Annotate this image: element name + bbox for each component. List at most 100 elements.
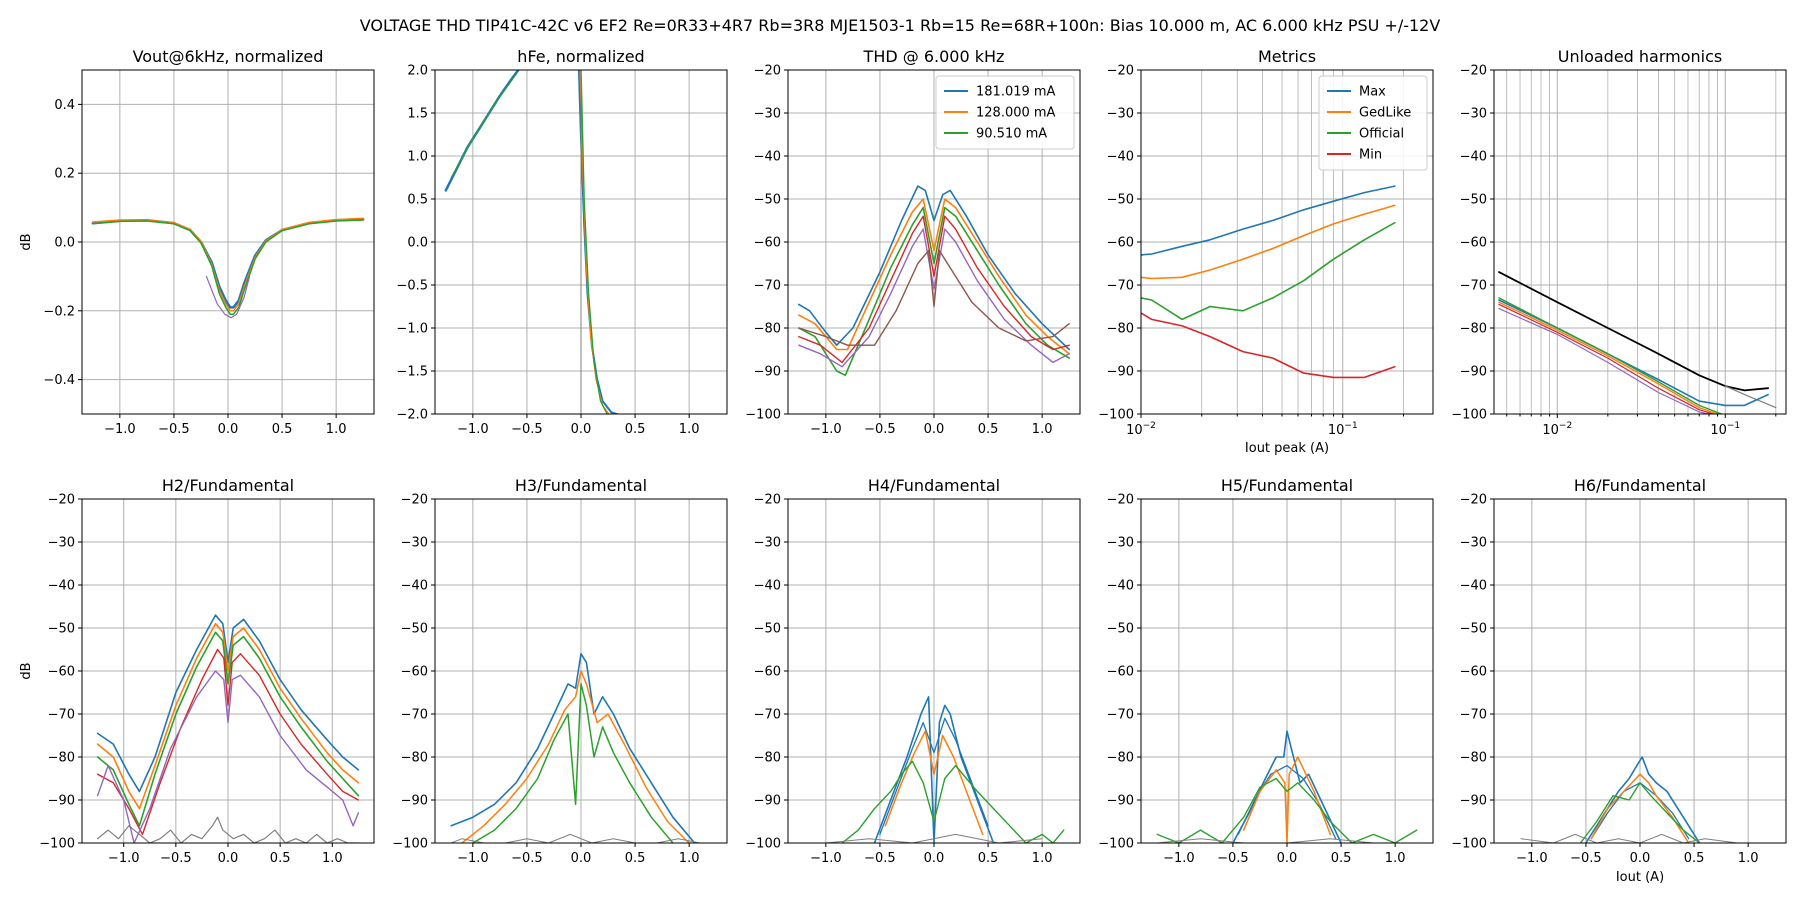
y-tick-label: 0.2: [54, 167, 75, 182]
series-line-orange: [884, 730, 984, 836]
y-tick-label: −30: [401, 536, 428, 551]
series-group: [444, 70, 621, 414]
x-tick-label: 0.0: [218, 851, 239, 866]
series-line-red: [798, 215, 1070, 364]
y-tick-label: −20: [754, 64, 781, 79]
x-axis-label: Iout (A): [1616, 870, 1664, 885]
x-tick-label: 0.0: [571, 422, 592, 437]
y-tick-label: −30: [754, 107, 781, 122]
y-tick-label: −80: [401, 751, 428, 766]
y-tick-label: 0.5: [407, 193, 428, 208]
y-tick-label: −80: [754, 322, 781, 337]
x-tick-label: −0.5: [160, 851, 192, 866]
y-tick-label: −80: [1460, 751, 1487, 766]
x-tick-label: 0.5: [625, 851, 646, 866]
y-tick-label: −30: [48, 536, 75, 551]
y-tick-label: −50: [1107, 193, 1134, 208]
figure-suptitle: VOLTAGE THD TIP41C-42C v6 EF2 Re=0R33+4R…: [360, 16, 1441, 35]
series-line-green: [472, 683, 674, 843]
y-tick-label: −40: [754, 150, 781, 165]
subplot-h6: −1.0 −0.5 0.0 0.5 1.0 −100 −90 −80 −70 −60 −50 −40 −…: [1451, 476, 1787, 885]
x-tick-label: 0.0: [571, 851, 592, 866]
subplot-title: H3/Fundamental: [515, 476, 647, 495]
y-tick-label: −20: [1460, 64, 1487, 79]
y-tick-label: −40: [1460, 579, 1487, 594]
ticks: −1.0 −0.5 0.0 0.5 1.0 −100 −90 −80 −70 −60 −50 −40 −…: [745, 493, 1052, 867]
series-line-orange: [96, 622, 360, 810]
y-tick-label: −70: [754, 708, 781, 723]
y-tick-label: 1.0: [407, 150, 428, 165]
series-line-gray: [1520, 833, 1760, 843]
x-tick-label: 1.0: [1032, 851, 1053, 866]
y-tick-label: −100: [1451, 408, 1487, 423]
grid: [82, 498, 374, 844]
subplot-title: H5/Fundamental: [1221, 476, 1353, 495]
series-group: [1498, 271, 1777, 414]
series-group: [91, 217, 365, 319]
series-line-blue: [450, 652, 696, 843]
y-tick-label: −60: [754, 236, 781, 251]
y-tick-label: −50: [48, 622, 75, 637]
y-tick-label: −40: [1107, 150, 1134, 165]
series-line-blue: [444, 70, 520, 192]
legend-label: Official: [1359, 127, 1404, 142]
x-tick-label: −0.5: [158, 422, 190, 437]
series-line-orange: [1141, 204, 1396, 280]
subplot-h3: −1.0 −0.5 0.0 0.5 1.0 −100 −90 −80 −70 −60 −50 −40 −…: [392, 476, 728, 866]
x-tick-label: −1.0: [457, 422, 489, 437]
x-tick-label: 0.5: [1684, 851, 1705, 866]
y-tick-label: −90: [1107, 794, 1134, 809]
y-tick-label: −90: [754, 794, 781, 809]
series-line-green: [1579, 782, 1701, 843]
x-tick-label: 0.0: [1277, 851, 1298, 866]
y-tick-label: −100: [1098, 837, 1134, 852]
legend-label: 181.019 mA: [976, 85, 1056, 100]
y-tick-label: −20: [1107, 493, 1134, 508]
x-tick-label: 10−2: [1542, 421, 1572, 438]
series-line-green: [580, 70, 608, 414]
x-tick-label: −1.0: [104, 422, 136, 437]
x-tick-label: 10−1: [1710, 421, 1740, 438]
y-tick-label: −60: [1107, 665, 1134, 680]
y-tick-label: 0.0: [407, 236, 428, 251]
y-tick-label: −70: [754, 279, 781, 294]
y-tick-label: −50: [1107, 622, 1134, 637]
y-tick-label: −70: [1107, 279, 1134, 294]
series-group: [450, 652, 701, 843]
subplot-title: H4/Fundamental: [868, 476, 1000, 495]
x-tick-label: 1.0: [1738, 851, 1759, 866]
y-tick-label: −80: [1460, 322, 1487, 337]
series-line-orange: [797, 198, 1070, 355]
y-tick-label: −30: [1107, 107, 1134, 122]
y-tick-label: −20: [1107, 64, 1134, 79]
series-line-blue: [1585, 756, 1701, 843]
series-line-gray: [450, 833, 701, 843]
x-tick-label: −1.0: [457, 851, 489, 866]
y-tick-label: −40: [1460, 150, 1487, 165]
y-tick-label: −0.2: [43, 304, 75, 319]
x-tick-label: 0.5: [978, 422, 999, 437]
series-group: [1520, 756, 1760, 843]
x-tick-label: 0.0: [924, 422, 945, 437]
y-tick-label: 2.0: [407, 64, 428, 79]
series-line-green: [1141, 221, 1396, 321]
ticks: 10−2 10−1 −100 −90 −80 −70 −60 −50 −40 −30 −20: [1451, 64, 1777, 438]
y-tick-label: −90: [1460, 794, 1487, 809]
series-line-green: [1156, 777, 1418, 843]
series-line-gray: [96, 816, 359, 843]
x-tick-label: −0.5: [864, 851, 896, 866]
y-tick-label: −100: [745, 408, 781, 423]
ticks: −1.0 −0.5 0.0 0.5 1.0 −100 −90 −80 −70 −60 −50 −40 −…: [39, 493, 342, 867]
series-line-blue: [873, 695, 995, 843]
y-tick-label: −100: [392, 837, 428, 852]
legend-label: 128.000 mA: [976, 106, 1056, 121]
y-tick-label: −70: [1460, 279, 1487, 294]
series-line-green: [96, 631, 360, 827]
y-tick-label: −60: [1107, 236, 1134, 251]
y-tick-label: −50: [1460, 193, 1487, 208]
series-line-green: [797, 206, 1070, 377]
x-tick-label: 1.0: [1032, 422, 1053, 437]
y-tick-label: −20: [1460, 493, 1487, 508]
series-line-blue: [797, 185, 1070, 351]
y-tick-label: −100: [39, 837, 75, 852]
